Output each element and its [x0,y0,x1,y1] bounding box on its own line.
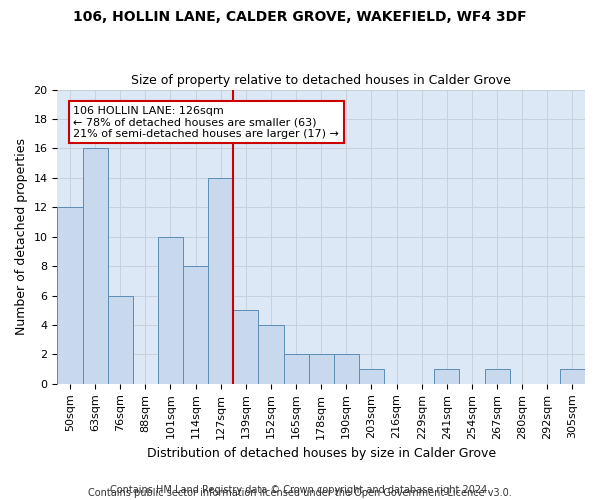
Bar [233,310,259,384]
Bar [434,369,460,384]
Bar [58,208,83,384]
Bar [183,266,208,384]
Text: 106, HOLLIN LANE, CALDER GROVE, WAKEFIELD, WF4 3DF: 106, HOLLIN LANE, CALDER GROVE, WAKEFIEL… [73,10,527,24]
Bar [308,354,334,384]
Bar [259,325,284,384]
Text: 106 HOLLIN LANE: 126sqm
← 78% of detached houses are smaller (63)
21% of semi-de: 106 HOLLIN LANE: 126sqm ← 78% of detache… [73,106,339,139]
Bar [284,354,308,384]
Text: Contains HM Land Registry data © Crown copyright and database right 2024.: Contains HM Land Registry data © Crown c… [110,485,490,495]
X-axis label: Distribution of detached houses by size in Calder Grove: Distribution of detached houses by size … [146,447,496,460]
Bar [158,236,183,384]
Bar [107,296,133,384]
Bar [208,178,233,384]
Bar [485,369,509,384]
Y-axis label: Number of detached properties: Number of detached properties [15,138,28,335]
Bar [83,148,107,384]
Bar [560,369,585,384]
Bar [359,369,384,384]
Title: Size of property relative to detached houses in Calder Grove: Size of property relative to detached ho… [131,74,511,87]
Text: Contains public sector information licensed under the Open Government Licence v3: Contains public sector information licen… [88,488,512,498]
Bar [334,354,359,384]
